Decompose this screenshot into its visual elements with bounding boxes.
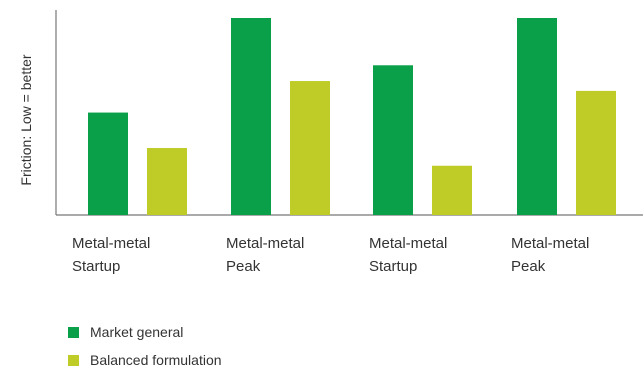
- bar-market-general: [231, 18, 271, 215]
- legend-swatch: [68, 354, 79, 366]
- bars-group: [88, 18, 616, 215]
- bar-balanced-formulation: [576, 90, 616, 215]
- category-label-line: Startup: [72, 258, 121, 275]
- category-label-line: Startup: [369, 258, 418, 275]
- category-label-line: Peak: [511, 258, 546, 275]
- legend-swatch: [68, 326, 79, 338]
- legend: Market general Balanced formulation: [68, 321, 222, 377]
- category-label: Metal-metal Peak: [226, 232, 304, 278]
- bar-market-general: [373, 65, 413, 215]
- legend-label: Balanced formulation: [90, 352, 222, 368]
- category-label-line: Metal-metal: [72, 235, 151, 252]
- category-label: Metal-metal Startup: [369, 232, 447, 278]
- bar-balanced-formulation: [147, 148, 187, 215]
- y-axis-label: Friction: Low = better: [18, 54, 34, 186]
- category-label-line: Metal-metal: [369, 235, 448, 252]
- category-label-line: Metal-metal: [511, 235, 590, 252]
- category-label-line: Peak: [226, 258, 261, 275]
- legend-item: Market general: [68, 321, 222, 343]
- legend-label: Market general: [90, 324, 184, 340]
- legend-item: Balanced formulation: [68, 349, 222, 371]
- category-label: Metal-metal Peak: [511, 232, 589, 278]
- bar-market-general: [88, 112, 128, 215]
- bar-balanced-formulation: [290, 81, 330, 215]
- category-label-line: Metal-metal: [226, 235, 305, 252]
- bar-market-general: [517, 18, 557, 215]
- bar-balanced-formulation: [432, 165, 472, 215]
- category-label: Metal-metal Startup: [72, 232, 150, 278]
